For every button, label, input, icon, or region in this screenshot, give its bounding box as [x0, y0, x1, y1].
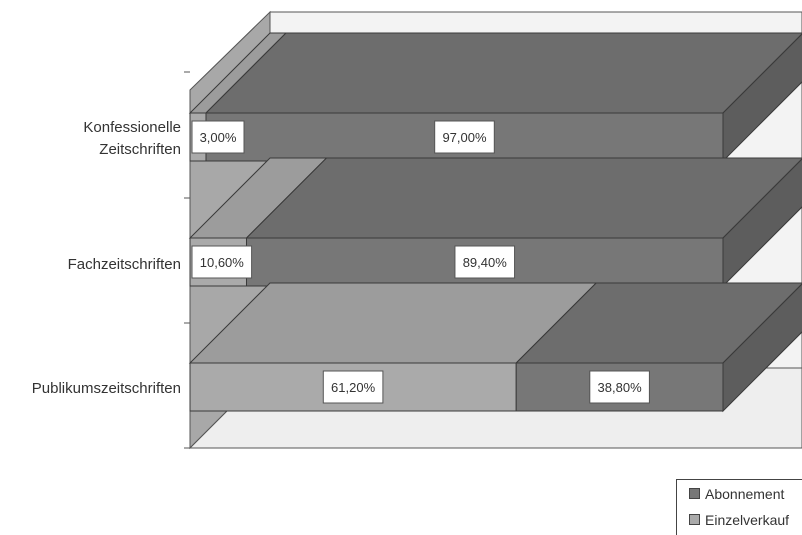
data-labels-group: 3,00% 97,00% 10,60% 89,40% 61,20% 38,80% — [191, 120, 650, 404]
data-label-text-0-1: 97,00% — [442, 130, 487, 145]
data-label-box-1-0 — [191, 245, 253, 279]
legend-label-abonnement: Abonnement — [705, 486, 785, 502]
bar-end-1 — [722, 158, 802, 288]
data-label-0-0: 3,00% — [191, 120, 245, 154]
data-label-text-2-0: 61,20% — [331, 380, 376, 395]
category-label-line-1-0: Fachzeitschriften — [68, 256, 181, 273]
legend-swatch-einzelverkauf — [689, 514, 700, 525]
bar-end-2 — [722, 283, 802, 413]
data-label-text-0-0: 3,00% — [200, 130, 237, 145]
data-label-box-2-0 — [322, 370, 384, 404]
data-label-2-1: 38,80% — [589, 370, 650, 404]
data-label-text-1-1: 89,40% — [463, 255, 508, 270]
data-label-box-2-1 — [589, 370, 650, 404]
category-label-2: Publikumszeitschriften — [32, 380, 181, 397]
data-label-box-0-0 — [191, 120, 245, 154]
category-label-line-0-0: Konfessionelle — [83, 119, 181, 136]
data-label-1-1: 89,40% — [454, 245, 516, 279]
legend-swatch-abonnement — [689, 488, 700, 499]
category-label-1: Fachzeitschriften — [68, 256, 181, 273]
legend-item-einzelverkauf: Einzelverkauf — [689, 512, 789, 528]
data-label-text-2-1: 38,80% — [598, 380, 643, 395]
data-label-0-1: 97,00% — [434, 120, 495, 154]
data-label-box-1-1 — [454, 245, 516, 279]
data-label-2-0: 61,20% — [322, 370, 384, 404]
data-label-box-0-1 — [434, 120, 495, 154]
category-labels-group: Konfessionelle Zeitschriften Fachzeitschri… — [32, 71, 190, 449]
legend: Abonnement Einzelverkauf — [676, 479, 802, 535]
bar-end-0 — [722, 33, 802, 163]
bar-top-0-1 — [204, 32, 802, 114]
category-label-0: Konfessionelle Zeitschriften — [83, 119, 181, 158]
data-label-text-1-0: 10,60% — [200, 255, 245, 270]
category-label-line-2-0: Publikumszeitschriften — [32, 380, 181, 397]
category-label-line-0-1: Zeitschriften — [99, 141, 181, 158]
legend-label-einzelverkauf: Einzelverkauf — [705, 512, 790, 528]
bars-group — [188, 32, 802, 413]
legend-item-abonnement: Abonnement — [689, 486, 784, 502]
bar-top-1-1 — [245, 157, 802, 239]
data-label-1-0: 10,60% — [191, 245, 253, 279]
